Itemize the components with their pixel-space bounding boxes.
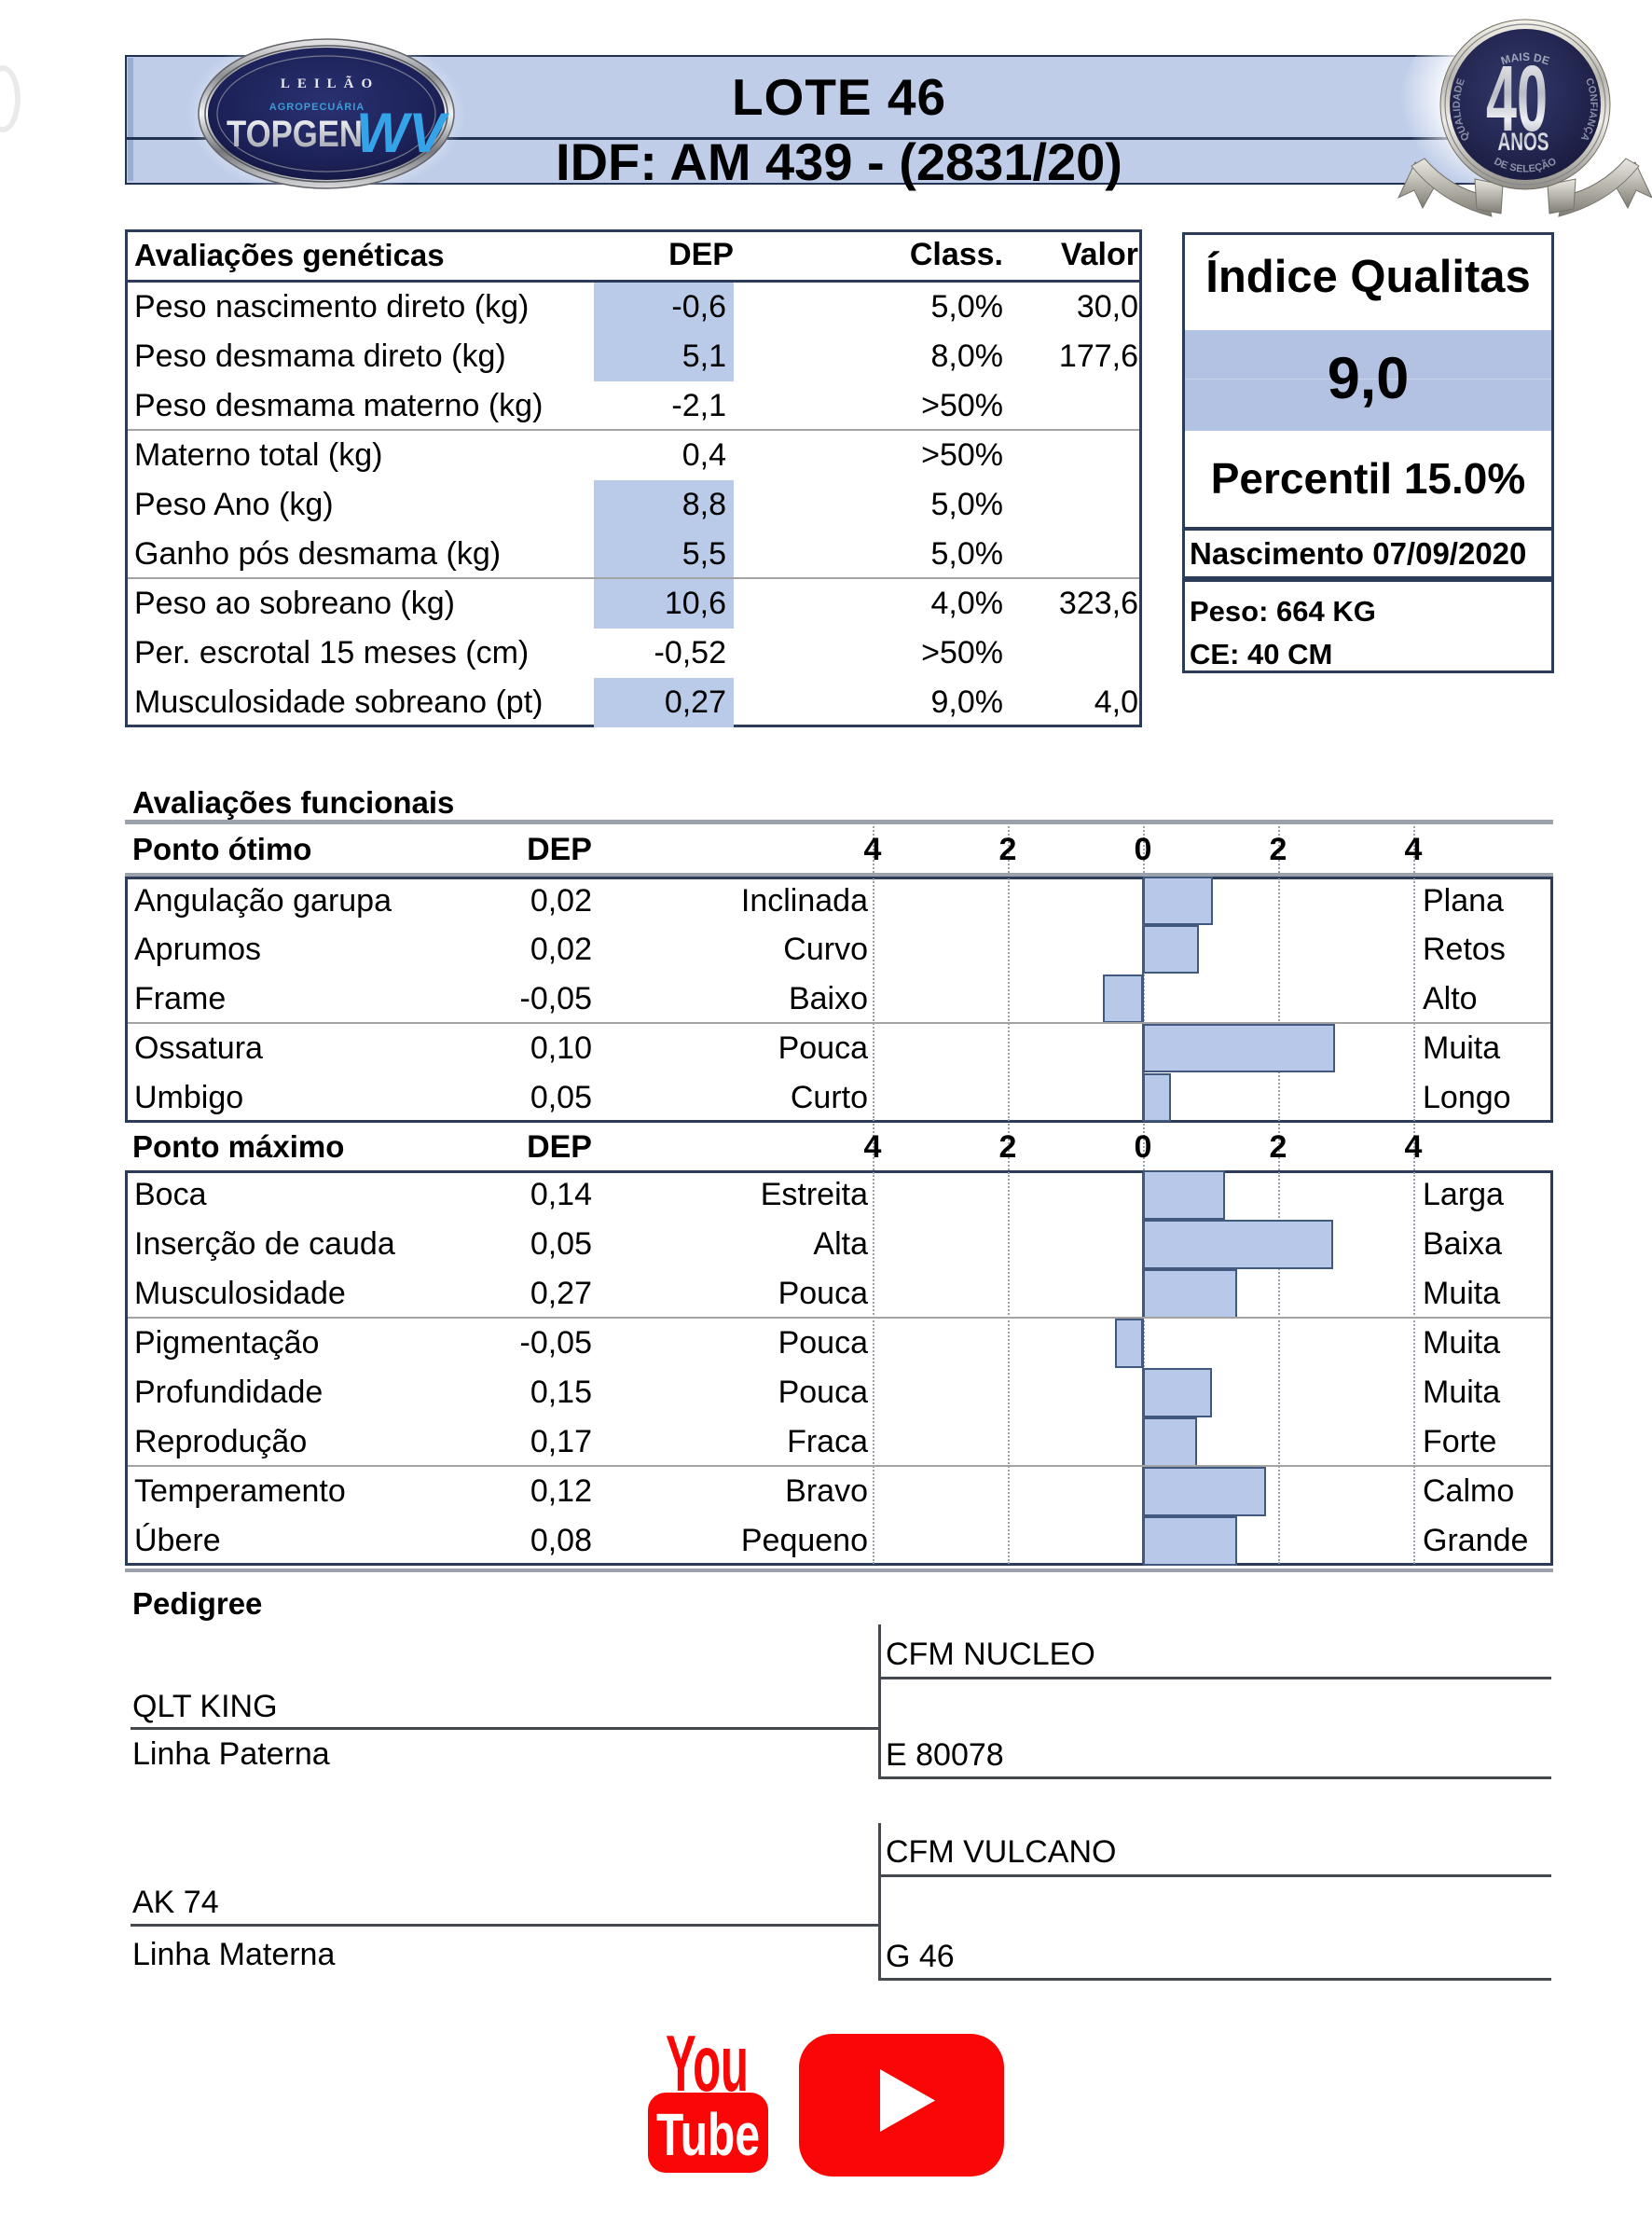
svg-text:MAIS DE: MAIS DE [1499, 50, 1551, 68]
svg-text:LEILÃO: LEILÃO [281, 75, 379, 91]
svg-text:TOPGEN: TOPGEN [227, 114, 363, 155]
svg-text:WV: WV [356, 102, 450, 164]
svg-text:ANOS: ANOS [1498, 128, 1549, 156]
svg-text:40: 40 [1486, 47, 1548, 151]
svg-text:Tube: Tube [656, 2101, 760, 2168]
svg-text:AGROPECUÁRIA: AGROPECUÁRIA [269, 101, 365, 113]
